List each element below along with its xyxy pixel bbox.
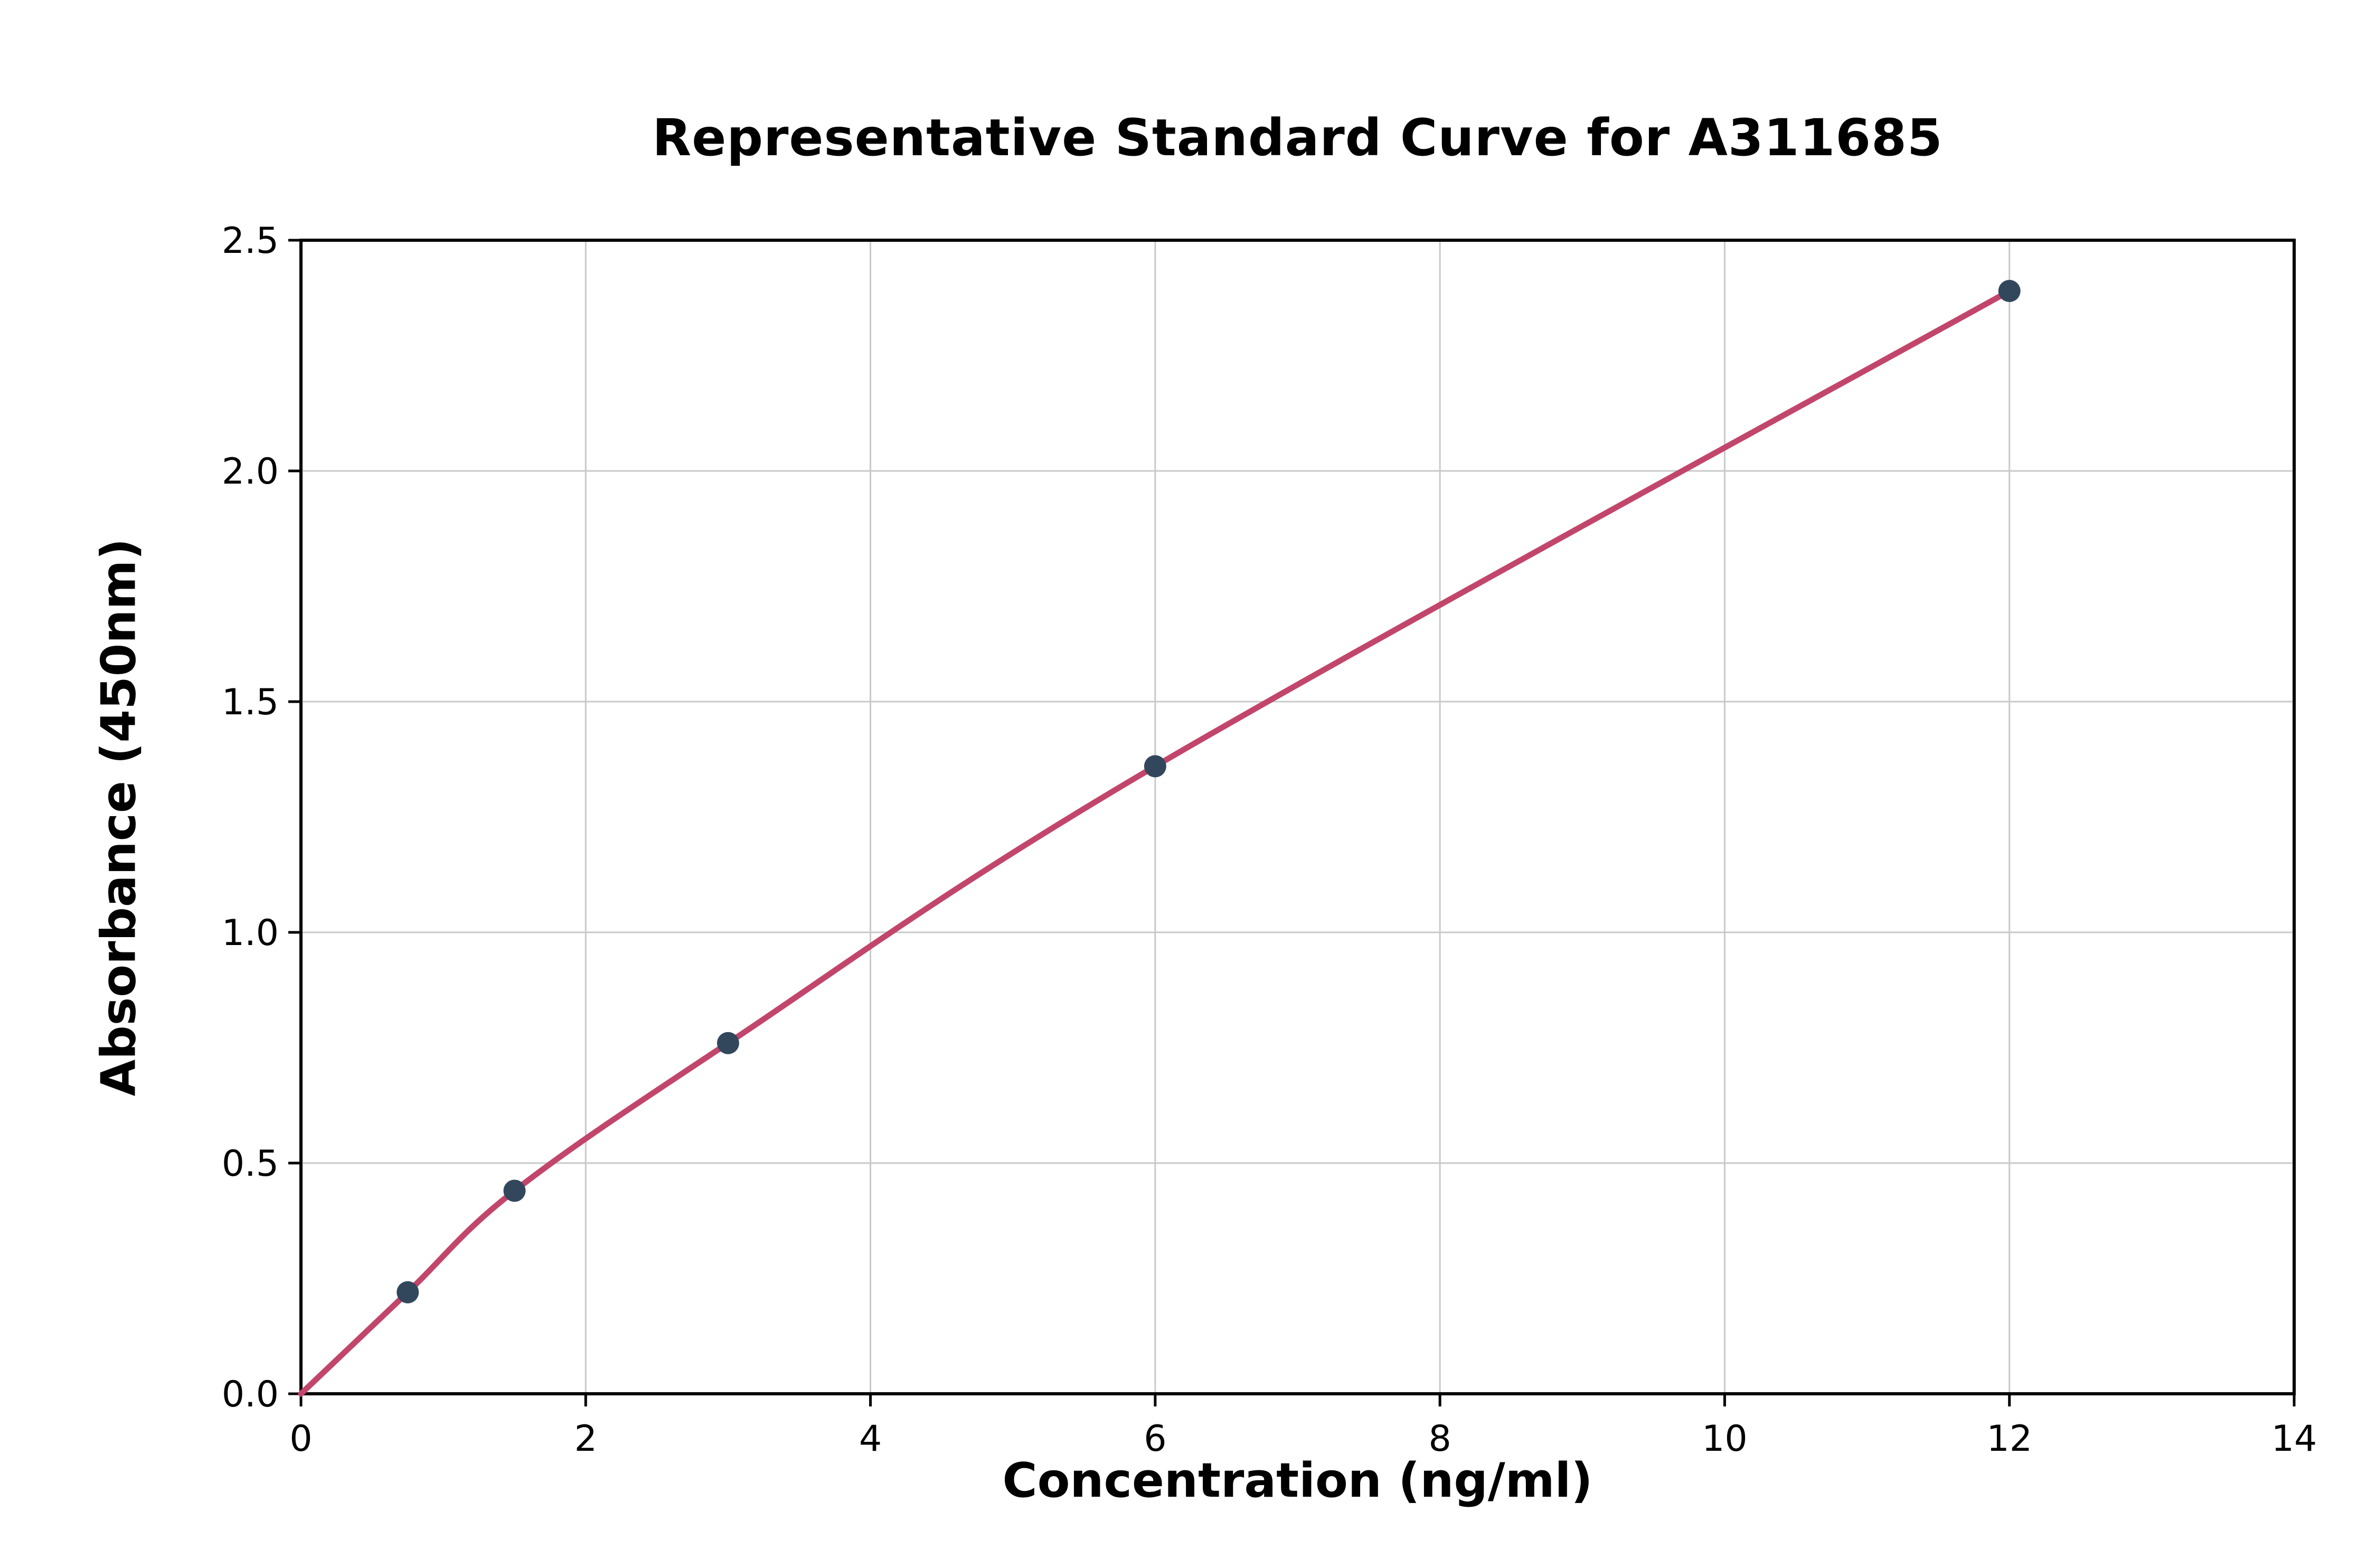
data-points [397, 280, 2021, 1303]
data-point-marker [1998, 280, 2021, 303]
y-tick-label: 0.5 [222, 1143, 279, 1185]
x-tick-label: 4 [859, 1418, 882, 1460]
x-tick-label: 2 [574, 1418, 597, 1460]
y-tick-label: 2.0 [222, 451, 279, 493]
y-tick-label: 1.0 [222, 912, 279, 954]
x-axis-label: Concentration (ng/ml) [1002, 1453, 1593, 1508]
grid-lines [300, 239, 2295, 1395]
y-tick-label: 0.0 [222, 1374, 279, 1415]
x-tick-label: 12 [1986, 1418, 2032, 1460]
x-tick-label: 14 [2271, 1418, 2317, 1460]
axis-ticks: 0 2 4 6 8 10 12 14 0.0 0.5 1.0 1.5 2.0 2.5 [222, 220, 2317, 1460]
data-point-marker [503, 1179, 526, 1202]
x-tick-label: 8 [1429, 1418, 1451, 1460]
x-tick-label: 10 [1702, 1418, 1748, 1460]
data-point-marker [1144, 755, 1166, 778]
y-tick-label: 2.5 [222, 220, 279, 262]
chart-title: Representative Standard Curve for A31168… [652, 108, 1943, 167]
y-axis-label: Absorbance (450nm) [91, 538, 147, 1097]
plot-border [299, 239, 2296, 1395]
y-tick-label: 1.5 [222, 682, 279, 723]
x-tick-label: 6 [1144, 1418, 1166, 1460]
data-point-marker [716, 1032, 739, 1054]
x-tick-label: 0 [289, 1418, 312, 1460]
standard-curve-line [298, 288, 2013, 1397]
data-point-marker [397, 1281, 419, 1303]
